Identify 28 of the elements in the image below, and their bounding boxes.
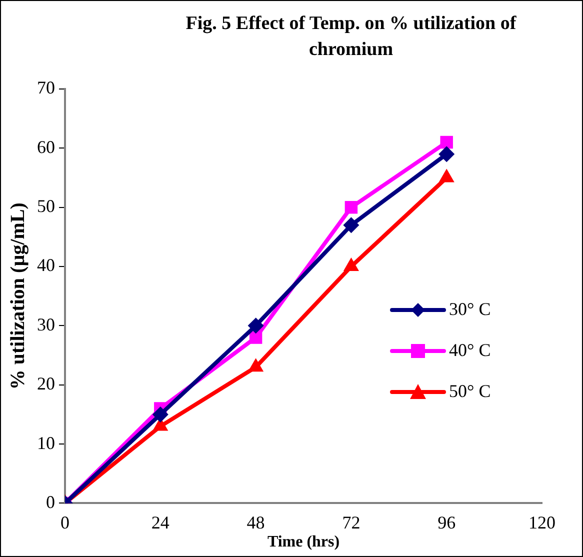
- point: [438, 146, 455, 162]
- x-tick-label: 96: [438, 512, 456, 533]
- x-tick-label: 120: [528, 512, 556, 533]
- point: [343, 217, 360, 234]
- point: [152, 406, 168, 422]
- y-tick-label: 20: [37, 374, 55, 394]
- y-tick-label: 60: [37, 136, 55, 157]
- y-tick-label: 70: [37, 78, 55, 98]
- chart-title: Fig. 5 Effect of Temp. on % utilization of chromium: [184, 12, 518, 62]
- y-tick-label: 30: [37, 314, 55, 334]
- point: [440, 136, 453, 149]
- point: [344, 200, 358, 214]
- x-tick-label: 72: [342, 512, 360, 533]
- x-axis-title: Time (hrs): [267, 534, 340, 551]
- legend-label: 50° C: [449, 381, 491, 402]
- legend-label: 40° C: [449, 340, 491, 361]
- x-tick-label: 24: [151, 512, 170, 533]
- point: [248, 358, 264, 372]
- y-tick-label: 10: [37, 432, 55, 453]
- point: [248, 318, 264, 334]
- point: [249, 331, 262, 344]
- y-tick-label: 40: [37, 255, 55, 276]
- x-tick-label: 0: [60, 512, 70, 533]
- y-axis-title: % utilization (µg/mL): [7, 202, 30, 390]
- y-tick-label: 0: [46, 492, 55, 512]
- legend-label: 30° C: [449, 299, 491, 320]
- y-tick-label: 50: [37, 196, 55, 216]
- x-tick-label: 48: [246, 512, 265, 533]
